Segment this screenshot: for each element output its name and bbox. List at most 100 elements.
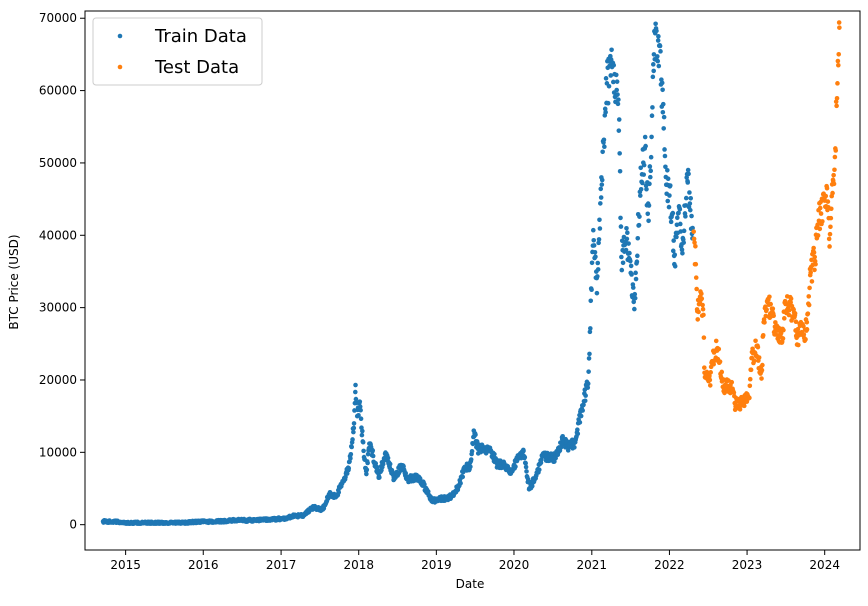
data-point [524,469,529,474]
data-point [645,211,651,217]
data-point [818,211,824,216]
data-point [834,95,840,101]
data-point [585,381,591,386]
data-point [385,455,391,461]
data-point [638,186,644,192]
data-point [747,376,753,382]
data-point [596,237,602,242]
data-point [811,245,816,251]
data-point [708,370,713,375]
x-axis: 2015 2016 2017 2018 2019 2020 2021 2022 2023 2024 [110,550,840,572]
data-point [539,457,544,462]
data-point [670,248,676,254]
data-point [657,43,663,49]
data-point [586,356,592,361]
data-point [668,219,674,225]
data-point [692,240,697,245]
data-point [788,296,794,302]
data-point [633,276,639,282]
data-point [353,389,358,395]
data-point [679,247,685,253]
data-point [585,385,591,390]
data-point [351,425,357,431]
data-point [677,221,683,227]
data-point [597,217,602,223]
data-point [358,407,363,413]
data-point [792,311,798,316]
data-point [820,219,825,224]
data-point [616,97,621,102]
data-point [655,38,661,43]
data-point [825,199,831,204]
data-point [701,312,706,318]
data-point [578,413,584,419]
data-point [693,275,699,280]
data-point [731,390,737,395]
data-point [752,358,757,364]
data-point [370,453,376,459]
data-point [659,80,665,86]
data-point [760,362,765,368]
data-point [599,182,605,187]
data-point [523,460,528,466]
data-point [351,429,356,435]
data-point [575,427,580,433]
data-point [835,58,841,64]
data-point [618,215,623,221]
x-tick-label: 2016 [188,558,219,572]
data-point [348,452,354,457]
data-point [685,167,691,173]
data-point [771,313,776,319]
data-point [346,465,352,471]
data-point [591,227,596,233]
data-point [468,457,474,462]
data-point [613,72,619,78]
data-point [336,490,342,495]
series-test [691,20,842,413]
data-point [660,109,666,115]
data-point [370,448,376,453]
data-point [707,377,713,383]
data-point [353,396,359,402]
legend-marker-test [117,64,123,70]
data-point [605,100,611,106]
data-point [827,244,832,249]
data-point [768,301,773,307]
data-point [837,25,842,30]
data-point [748,367,754,373]
data-point [662,153,668,159]
data-point [588,298,594,304]
data-point [637,214,642,219]
data-point [373,461,379,466]
data-point [364,467,370,473]
data-point [595,260,601,266]
data-point [695,317,701,322]
data-point [803,337,808,342]
data-point [422,482,427,487]
data-point [826,236,832,242]
data-point [616,128,622,133]
data-point [831,181,837,187]
data-point [755,344,761,350]
data-point [619,254,624,260]
data-point [699,291,704,297]
data-point [589,287,594,293]
data-point [759,367,765,373]
data-point [661,114,667,120]
data-point [676,210,681,216]
x-tick-label: 2015 [110,558,141,572]
data-point [629,272,634,277]
data-point [587,351,592,357]
data-point [603,76,609,81]
data-point [717,359,723,364]
data-point [666,204,672,210]
data-point [796,342,801,348]
data-point [693,261,699,267]
data-point [835,81,840,86]
data-point [616,117,622,122]
data-point [591,237,597,243]
data-point [684,175,689,180]
x-tick-label: 2023 [732,558,763,572]
data-point [615,101,621,107]
